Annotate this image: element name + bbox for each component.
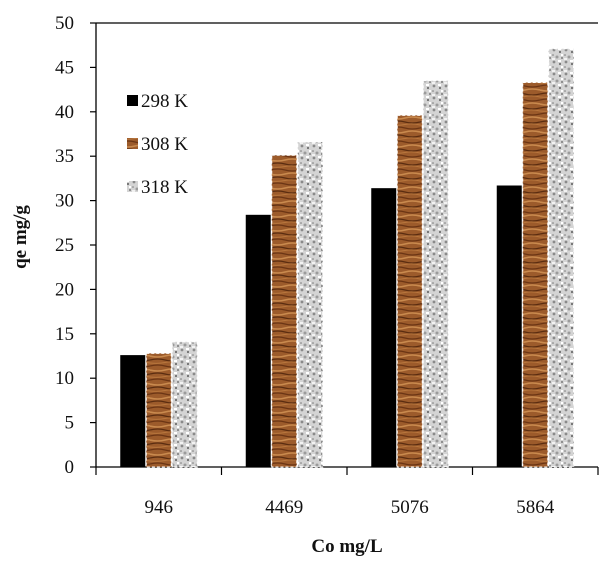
- bar-308k-5864: [522, 81, 549, 468]
- legend-label: 298 K: [141, 91, 188, 112]
- bar-298k-5864: [496, 185, 522, 467]
- bar-308k-946: [145, 352, 172, 468]
- legend-swatch-298k: [127, 95, 138, 106]
- x-tick-label: 5076: [391, 497, 429, 518]
- y-tick-label: 35: [55, 146, 74, 167]
- bar-318k-5076: [422, 80, 449, 468]
- x-tick-label: 5864: [516, 497, 555, 518]
- legend-swatch-308k: [127, 138, 138, 149]
- bar-308k-4469: [271, 154, 298, 468]
- x-tick-label: 4469: [265, 497, 303, 518]
- legend-swatch-318k: [127, 181, 138, 192]
- y-tick-label: 50: [55, 13, 74, 34]
- y-tick-label: 10: [55, 368, 74, 389]
- x-axis-title: Co mg/L: [311, 536, 382, 557]
- y-tick-label: 5: [65, 413, 75, 434]
- y-axis: 0 5 10 15 20 25 30 35 40 45 50: [55, 13, 598, 478]
- bar-318k-5864: [548, 48, 575, 468]
- legend-label: 318 K: [141, 177, 188, 198]
- y-tick-label: 45: [55, 57, 74, 78]
- bar-298k-4469: [245, 214, 271, 467]
- bar-318k-946: [171, 341, 198, 468]
- legend-label: 308 K: [141, 134, 188, 155]
- bar-308k-5076: [396, 114, 423, 468]
- y-axis-title: qe mg/g: [10, 205, 31, 269]
- x-tick-label: 946: [145, 497, 174, 518]
- y-tick-label: 0: [65, 457, 75, 478]
- bar-298k-946: [120, 355, 146, 467]
- y-tick-label: 15: [55, 324, 74, 345]
- bar-298k-5076: [371, 188, 397, 467]
- y-tick-label: 20: [55, 279, 74, 300]
- bars: [120, 48, 575, 468]
- y-tick-label: 40: [55, 102, 74, 123]
- x-axis: 946 4469 5076 5864: [95, 466, 599, 518]
- bar-318k-4469: [297, 141, 324, 468]
- y-tick-label: 25: [55, 235, 74, 256]
- legend: 298 K 308 K 318 K: [127, 91, 188, 198]
- y-tick-label: 30: [55, 191, 74, 212]
